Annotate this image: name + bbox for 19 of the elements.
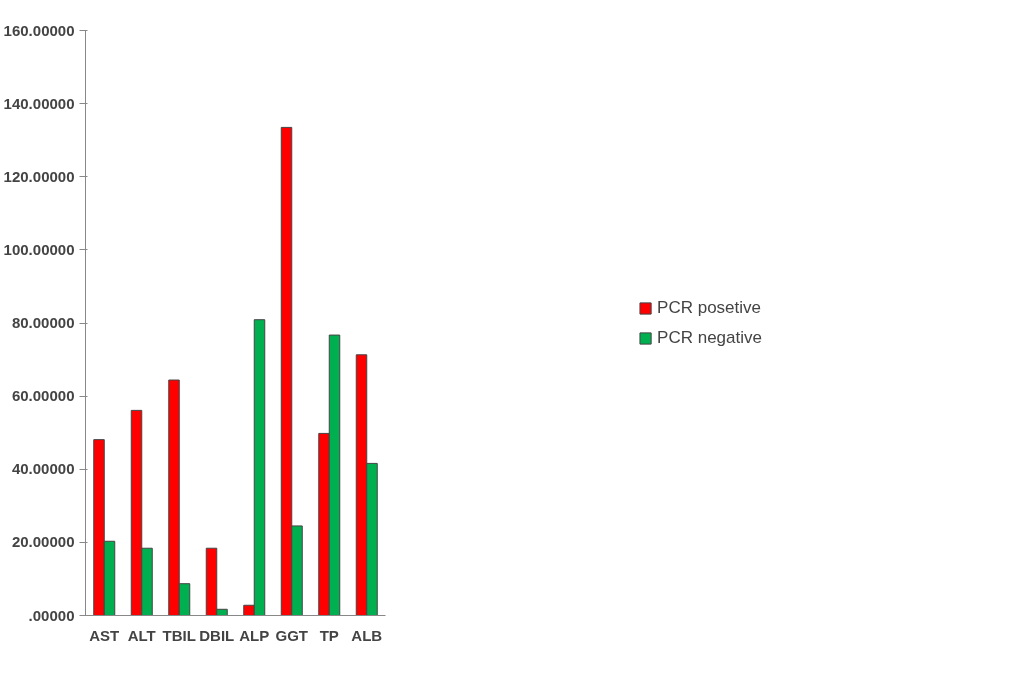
y-tick-label: 100.00000 [3,240,75,258]
y-tick-label: 120.00000 [3,167,75,185]
y-tick-label: 80.00000 [11,314,75,331]
x-tick-label: GGT [275,626,308,644]
x-tick-label: ALT [127,626,156,644]
legend-label: PCR negative [657,327,762,348]
x-tick-label: DBIL [199,626,235,644]
y-tick-label: 160.00000 [3,21,75,39]
x-tick-label: TP [319,626,339,644]
x-tick-label: TBIL [162,626,196,644]
x-tick-label: AST [89,626,120,644]
y-tick-label: 20.00000 [11,533,75,551]
y-tick-label: .00000 [28,606,75,624]
y-tick-label: 140.00000 [3,94,75,112]
y-tick-label: 40.00000 [11,460,75,478]
x-tick-label: ALB [351,626,383,644]
x-tick-label: ALP [239,626,270,644]
legend-label: PCR posetive [657,297,761,318]
y-tick-label: 60.00000 [11,387,75,405]
